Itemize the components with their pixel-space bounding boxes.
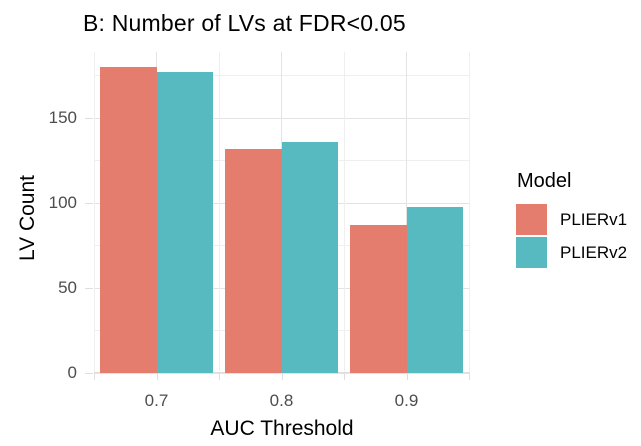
bar-PLIERv2-0.9	[406, 206, 463, 373]
legend: Model PLIERv1 PLIERv2	[516, 170, 627, 270]
y-tick-label-50: 50	[58, 278, 77, 298]
legend-label-plierv1: PLIERv1	[560, 209, 628, 229]
gridline-x-minor-3	[469, 52, 470, 373]
legend-key-plierv1: PLIERv1	[516, 204, 627, 235]
legend-key-plierv2: PLIERv2	[516, 237, 627, 268]
plot-panel	[94, 52, 470, 374]
gridline-x-minor-0	[94, 52, 95, 373]
x-tick-mark-1	[219, 373, 220, 380]
y-tick-mark-150	[85, 117, 93, 119]
x-tick-mark-5	[281, 373, 283, 380]
plot-title: B: Number of LVs at FDR<0.05	[83, 10, 406, 36]
x-tick-mark-2	[344, 373, 345, 380]
y-tick-mark-50	[85, 287, 93, 289]
x-tick-mark-4	[156, 373, 158, 380]
y-tick-label-100: 100	[48, 193, 77, 213]
legend-title: Model	[517, 170, 572, 192]
bar-PLIERv1-0.8	[225, 148, 282, 373]
y-tick-mark-100	[85, 202, 93, 204]
legend-label-plierv2: PLIERv2	[560, 242, 628, 262]
bar-PLIERv1-0.7	[100, 67, 157, 373]
gridline-x-minor-2	[344, 52, 345, 373]
x-axis-title: AUC Threshold	[210, 417, 354, 440]
x-tick-mark-6	[406, 373, 408, 380]
x-tick-mark-3	[469, 373, 470, 380]
x-tick-label-0.7: 0.7	[144, 391, 169, 410]
bar-PLIERv2-0.8	[281, 142, 338, 373]
y-axis-title: LV Count	[16, 175, 39, 261]
plierv1-swatch-icon	[516, 204, 547, 235]
bar-PLIERv2-0.7	[156, 72, 213, 373]
gridline-y-minor-175	[94, 75, 470, 77]
x-tick-label-0.8: 0.8	[269, 391, 294, 410]
y-tick-label-150: 150	[48, 108, 77, 128]
bar-PLIERv1-0.9	[350, 225, 407, 373]
plierv2-swatch-icon	[516, 237, 547, 268]
gridline-x-minor-1	[219, 52, 220, 373]
x-tick-mark-0	[94, 373, 95, 380]
y-tick-label-0: 0	[67, 363, 77, 382]
x-tick-label-0.9: 0.9	[394, 391, 419, 410]
gridline-y-major-150	[94, 117, 470, 119]
y-tick-mark-0	[85, 372, 93, 374]
